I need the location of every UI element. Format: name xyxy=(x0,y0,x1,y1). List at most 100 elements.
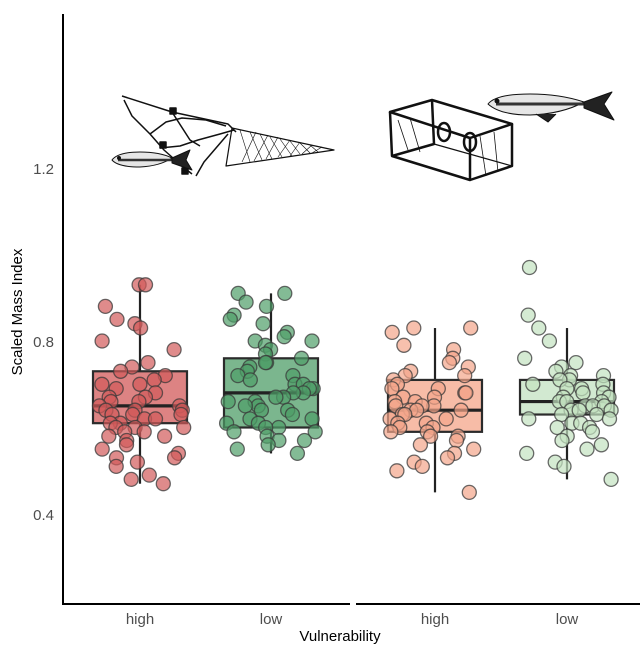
data-point xyxy=(461,484,477,501)
y-tick-label: 0.8 xyxy=(33,334,54,351)
data-point xyxy=(549,419,565,436)
data-point xyxy=(304,333,320,349)
data-point xyxy=(439,450,456,466)
data-point xyxy=(137,277,154,293)
fishing-net-illustration xyxy=(111,95,335,177)
data-point xyxy=(384,324,400,341)
x-axis-title: Vulnerability xyxy=(299,628,381,645)
data-point xyxy=(579,441,595,457)
data-point xyxy=(108,458,124,475)
fish-icon xyxy=(487,91,615,123)
data-point xyxy=(141,467,157,483)
plot-area xyxy=(91,259,619,501)
data-point xyxy=(166,341,182,358)
data-point xyxy=(521,259,538,276)
data-point xyxy=(237,398,254,414)
data-point xyxy=(519,445,535,462)
data-point xyxy=(293,350,310,366)
y-tick-label: 0.4 xyxy=(33,507,54,524)
x-tick-label-low-1: low xyxy=(260,611,283,628)
data-point xyxy=(517,350,533,366)
data-point xyxy=(396,337,412,353)
data-point xyxy=(129,454,146,470)
data-point xyxy=(304,411,320,427)
data-point xyxy=(166,450,183,466)
data-point xyxy=(258,298,275,315)
data-point xyxy=(97,298,114,315)
data-point xyxy=(414,458,430,475)
x-tick-labels: high low high low xyxy=(126,611,579,628)
data-point xyxy=(271,419,287,436)
data-point xyxy=(147,411,164,427)
x-tick-label-high-2: high xyxy=(421,611,449,628)
data-point xyxy=(453,402,469,418)
data-point xyxy=(101,428,117,444)
data-point xyxy=(156,428,173,444)
data-point xyxy=(448,432,465,449)
data-point xyxy=(584,424,601,440)
data-point xyxy=(521,411,537,427)
data-point xyxy=(229,441,245,457)
y-tick-labels: 0.4 0.8 1.2 xyxy=(33,161,54,524)
data-point xyxy=(155,476,171,492)
data-point xyxy=(136,424,152,440)
data-point xyxy=(457,367,473,384)
y-tick-label: 1.2 xyxy=(33,161,54,178)
data-point xyxy=(222,311,238,328)
fish-icon xyxy=(111,149,193,171)
data-point xyxy=(525,376,541,392)
data-point xyxy=(132,376,148,392)
data-point xyxy=(575,385,591,401)
data-point xyxy=(140,354,156,371)
data-point xyxy=(458,385,474,401)
data-point xyxy=(603,471,619,488)
data-point xyxy=(412,437,429,453)
data-point xyxy=(601,411,618,427)
x-tick-label-low-2: low xyxy=(556,611,579,628)
x-tick-label-high-1: high xyxy=(126,611,154,628)
data-point xyxy=(226,424,242,440)
data-point xyxy=(118,437,135,453)
data-point xyxy=(571,402,587,418)
data-point xyxy=(94,376,110,392)
data-point xyxy=(255,316,271,332)
data-point xyxy=(109,311,125,328)
data-point xyxy=(112,363,129,379)
data-point xyxy=(146,372,162,388)
data-point xyxy=(422,428,439,444)
data-point xyxy=(257,354,274,371)
data-point xyxy=(242,372,258,388)
data-point xyxy=(520,307,536,323)
data-point xyxy=(556,458,572,475)
data-point xyxy=(173,406,189,423)
data-point xyxy=(541,333,558,349)
data-point xyxy=(441,354,458,371)
data-point xyxy=(132,320,149,336)
data-point xyxy=(463,320,479,336)
data-point xyxy=(554,432,570,449)
data-point xyxy=(176,419,192,436)
data-point xyxy=(123,471,139,488)
data-point xyxy=(220,393,236,410)
data-point xyxy=(438,411,454,427)
data-point xyxy=(466,441,482,457)
data-point xyxy=(593,437,610,453)
data-point xyxy=(284,406,301,423)
data-point xyxy=(568,354,584,371)
data-point xyxy=(531,320,547,336)
trap-box-illustration xyxy=(388,91,615,182)
data-point xyxy=(94,333,110,349)
data-point xyxy=(260,437,276,453)
data-point xyxy=(406,320,422,336)
data-point xyxy=(383,424,399,440)
data-point xyxy=(94,441,110,457)
data-point xyxy=(307,424,323,440)
data-point xyxy=(277,285,293,302)
data-point xyxy=(268,389,284,405)
data-point xyxy=(289,445,306,462)
data-point xyxy=(276,329,292,345)
data-point xyxy=(389,463,405,479)
data-point xyxy=(296,432,313,449)
data-point xyxy=(238,294,254,310)
